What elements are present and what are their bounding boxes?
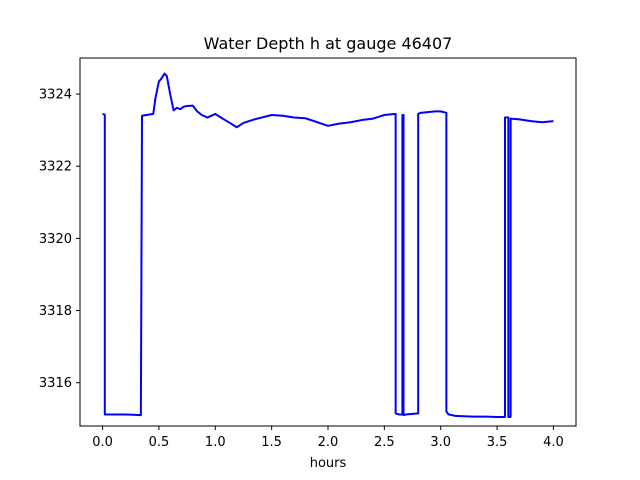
y-tick-label: 3320: [39, 232, 72, 247]
x-tick-label: 1.0: [205, 435, 226, 450]
x-tick-label: 1.5: [261, 435, 282, 450]
x-tick-label: 2.5: [374, 435, 395, 450]
y-axis: 3316 3318 3320 3322 3324: [39, 88, 80, 391]
x-tick-label: 2.0: [318, 435, 339, 450]
x-axis: 0.0 0.5 1.0 1.5 2.0 2.5 3.0 3.5 4.0: [92, 426, 564, 450]
x-tick-label: 3.5: [487, 435, 508, 450]
y-tick-label: 3322: [39, 160, 72, 175]
y-tick-label: 3324: [39, 88, 72, 103]
y-tick-label: 3318: [39, 304, 72, 319]
x-tick-label: 4.0: [543, 435, 564, 450]
series-line-0: [102, 72, 554, 418]
plot-frame: [79, 57, 577, 427]
y-tick-label: 3316: [39, 376, 72, 391]
x-axis-label: hours: [310, 456, 347, 471]
x-tick-label: 3.0: [430, 435, 451, 450]
x-tick-label: 0.5: [149, 435, 170, 450]
plot-area: [102, 72, 554, 418]
x-tick-label: 0.0: [92, 435, 113, 450]
chart-title: Water Depth h at gauge 46407: [204, 34, 453, 53]
